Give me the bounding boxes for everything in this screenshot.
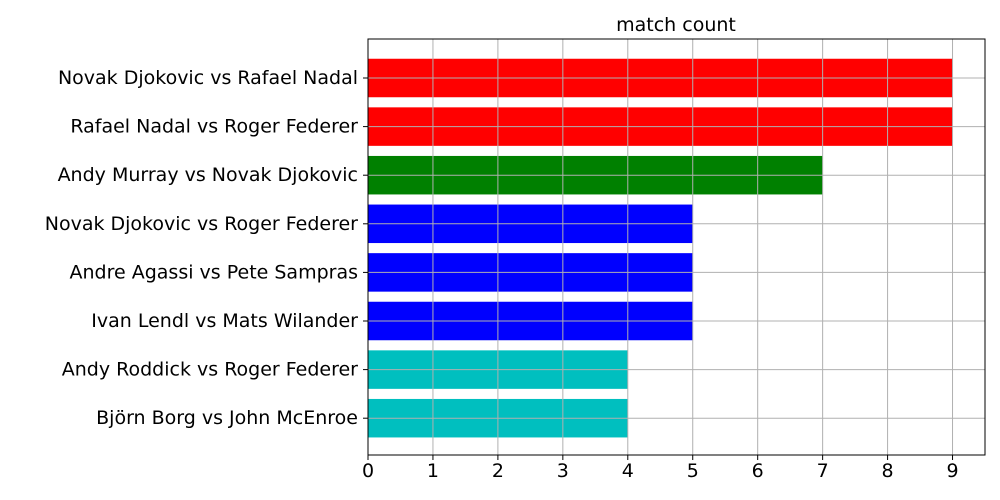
- x-tick-label: 2: [492, 460, 504, 482]
- y-tick-label: Andy Roddick vs Roger Federer: [62, 359, 358, 381]
- x-tick-label: 6: [752, 460, 764, 482]
- x-tick-label: 7: [817, 460, 829, 482]
- y-tick-label: Björn Borg vs John McEnroe: [96, 407, 358, 429]
- x-tick-label: 3: [557, 460, 569, 482]
- y-tick-label: Andy Murray vs Novak Djokovic: [58, 164, 358, 186]
- x-tick-labels: 0 1 2 3 4 5 6 7 8 9: [362, 455, 959, 482]
- x-tick-label: 4: [622, 460, 634, 482]
- x-tick-label: 9: [946, 460, 958, 482]
- y-tick-label: Novak Djokovic vs Roger Federer: [45, 213, 358, 235]
- y-tick-label: Andre Agassi vs Pete Sampras: [70, 261, 359, 283]
- chart-title: match count: [616, 14, 736, 36]
- y-tick-label: Rafael Nadal vs Roger Federer: [70, 116, 358, 138]
- grid-layer: [367, 39, 985, 455]
- x-tick-label: 0: [362, 460, 374, 482]
- x-tick-label: 8: [882, 460, 894, 482]
- y-tick-label: Novak Djokovic vs Rafael Nadal: [58, 67, 358, 89]
- y-tick-labels: Novak Djokovic vs Rafael Nadal Rafael Nad…: [45, 67, 368, 429]
- x-tick-label: 1: [427, 460, 439, 482]
- x-tick-label: 5: [687, 460, 699, 482]
- plot-frame: [367, 38, 986, 456]
- bar-layer: [368, 58, 953, 438]
- y-tick-label: Ivan Lendl vs Mats Wilander: [91, 310, 358, 332]
